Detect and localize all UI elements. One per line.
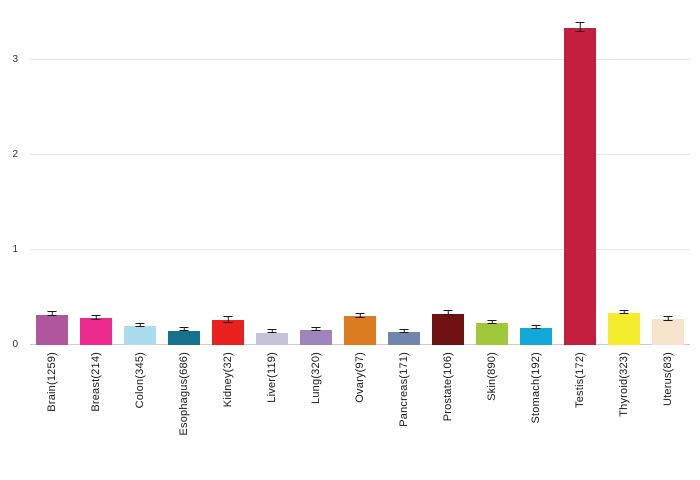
bar-liver[interactable] bbox=[256, 332, 288, 345]
bar-slot bbox=[294, 12, 338, 345]
bar-thyroid[interactable] bbox=[608, 312, 640, 345]
x-label-slot: Esophagus(686) bbox=[162, 352, 206, 474]
x-tick-label: Stomach(192) bbox=[530, 352, 542, 424]
error-bar bbox=[179, 327, 189, 332]
bar-prostate[interactable] bbox=[432, 313, 464, 345]
x-label-slot: Thyroid(323) bbox=[602, 352, 646, 474]
error-bar bbox=[531, 324, 541, 330]
gridline bbox=[30, 248, 690, 250]
bar-slot bbox=[602, 12, 646, 345]
error-bar bbox=[663, 315, 673, 321]
error-bar bbox=[223, 315, 233, 323]
bar-breast[interactable] bbox=[80, 318, 112, 345]
bar-slot bbox=[338, 12, 382, 345]
error-bar bbox=[399, 328, 409, 333]
bar-slot bbox=[206, 12, 250, 345]
bar-slot bbox=[514, 12, 558, 345]
bar-slot bbox=[382, 12, 426, 345]
error-bar bbox=[311, 326, 321, 331]
x-tick-label: Lung(320) bbox=[310, 352, 322, 404]
x-axis-labels: Brain(1259) Breast(214) Colon(345) Esophagu… bbox=[30, 352, 690, 474]
x-label-slot: Ovary(97) bbox=[338, 352, 382, 474]
x-tick-label: Breast(214) bbox=[90, 352, 102, 412]
x-label-slot: Stomach(192) bbox=[514, 352, 558, 474]
bar-lung[interactable] bbox=[300, 329, 332, 345]
x-label-slot: Pancreas(171) bbox=[382, 352, 426, 474]
bar-skin[interactable] bbox=[476, 323, 508, 345]
y-tick-label: 1 bbox=[12, 243, 18, 255]
bar-slot bbox=[162, 12, 206, 345]
error-bar bbox=[443, 309, 453, 316]
bar-slot bbox=[646, 12, 690, 345]
bar-colon[interactable] bbox=[124, 325, 156, 345]
gridline bbox=[30, 58, 690, 60]
x-label-slot: Skin(890) bbox=[470, 352, 514, 474]
x-label-slot: Uterus(83) bbox=[646, 352, 690, 474]
x-label-slot: Prostate(106) bbox=[426, 352, 470, 474]
error-bar bbox=[619, 309, 629, 314]
error-bar bbox=[135, 322, 145, 327]
y-tick-label: 3 bbox=[12, 53, 18, 65]
x-tick-label: Pancreas(171) bbox=[398, 352, 410, 427]
x-label-slot: Breast(214) bbox=[74, 352, 118, 474]
x-tick-label: Liver(119) bbox=[266, 352, 278, 403]
error-bar bbox=[91, 314, 101, 320]
bar-uterus[interactable] bbox=[652, 319, 684, 345]
bar-testis[interactable] bbox=[564, 28, 596, 345]
bar-slot bbox=[470, 12, 514, 345]
x-tick-label: Prostate(106) bbox=[442, 352, 454, 422]
x-tick-label: Ovary(97) bbox=[354, 352, 366, 403]
error-bar bbox=[47, 311, 57, 316]
y-tick-label: 0 bbox=[12, 339, 18, 350]
x-tick-label: Uterus(83) bbox=[662, 352, 674, 406]
bar-stomach[interactable] bbox=[520, 327, 552, 345]
x-label-slot: Colon(345) bbox=[118, 352, 162, 474]
x-tick-label: Kidney(32) bbox=[222, 352, 234, 408]
x-label-slot: Testis(172) bbox=[558, 352, 602, 474]
gridline bbox=[30, 153, 690, 155]
bar-slot bbox=[118, 12, 162, 345]
error-bar bbox=[487, 320, 497, 325]
x-label-slot: Kidney(32) bbox=[206, 352, 250, 474]
x-label-slot: Lung(320) bbox=[294, 352, 338, 474]
bar-ovary[interactable] bbox=[344, 316, 376, 345]
bar-slot bbox=[426, 12, 470, 345]
error-bar bbox=[575, 21, 585, 33]
bar-kidney[interactable] bbox=[212, 320, 244, 345]
x-tick-label: Thyroid(323) bbox=[618, 352, 630, 417]
bar-slot bbox=[74, 12, 118, 345]
x-tick-label: Esophagus(686) bbox=[178, 352, 190, 436]
bar-slot bbox=[250, 12, 294, 345]
x-label-slot: Brain(1259) bbox=[30, 352, 74, 474]
bar-slot bbox=[30, 12, 74, 345]
bar-slot bbox=[558, 12, 602, 345]
bar-esophagus[interactable] bbox=[168, 330, 200, 345]
bar-pancreas[interactable] bbox=[388, 331, 420, 345]
x-tick-label: Colon(345) bbox=[134, 352, 146, 409]
y-tick-label: 2 bbox=[12, 148, 18, 160]
x-tick-label: Skin(890) bbox=[486, 352, 498, 401]
x-label-slot: Liver(119) bbox=[250, 352, 294, 474]
y-axis: 0 1 2 3 bbox=[0, 12, 24, 349]
bar-brain[interactable] bbox=[36, 314, 68, 345]
x-tick-label: Brain(1259) bbox=[46, 352, 58, 412]
x-tick-label: Testis(172) bbox=[574, 352, 586, 408]
error-bar bbox=[267, 329, 277, 334]
plot-area bbox=[30, 12, 690, 345]
bars-layer bbox=[30, 12, 690, 345]
error-bar bbox=[355, 313, 365, 318]
